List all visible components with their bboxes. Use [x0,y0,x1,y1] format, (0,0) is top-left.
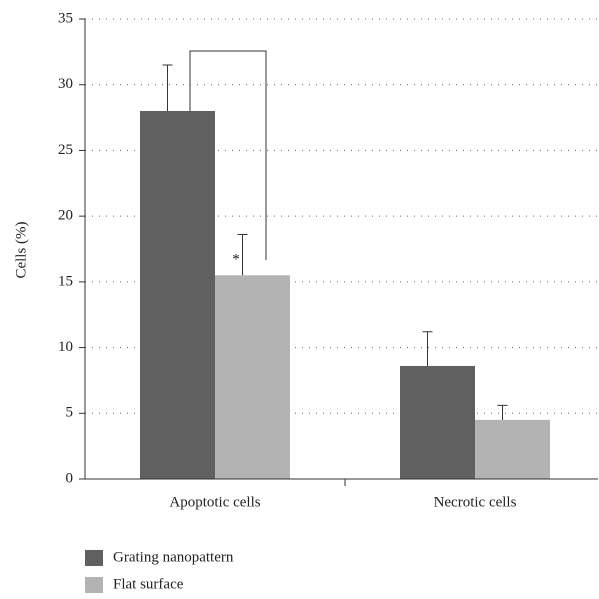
legend-label: Grating nanopattern [113,549,234,565]
y-tick-label: 30 [58,76,73,92]
y-tick-label: 15 [58,273,73,289]
y-tick-label: 10 [58,339,73,355]
y-tick-label: 35 [58,10,73,26]
y-tick-label: 0 [66,470,74,486]
y-tick-label: 5 [66,405,74,421]
error-bar [422,331,433,366]
annotation: * [232,251,240,267]
y-axis-label: Cells (%) [13,221,29,278]
x-tick-label: Apoptotic cells [169,494,260,510]
bar [215,275,290,479]
significance-bracket [189,50,267,260]
bar [140,111,215,479]
y-tick-label: 20 [58,208,73,224]
error-bar [237,234,248,276]
y-tick-label: 25 [58,142,73,158]
legend-swatch [85,577,103,593]
x-tick-label: Necrotic cells [434,494,517,510]
error-bar [162,64,173,111]
error-bar [497,404,508,420]
legend-swatch [85,550,103,566]
legend-label: Flat surface [113,576,184,592]
bar [400,365,475,479]
bar [475,419,550,479]
